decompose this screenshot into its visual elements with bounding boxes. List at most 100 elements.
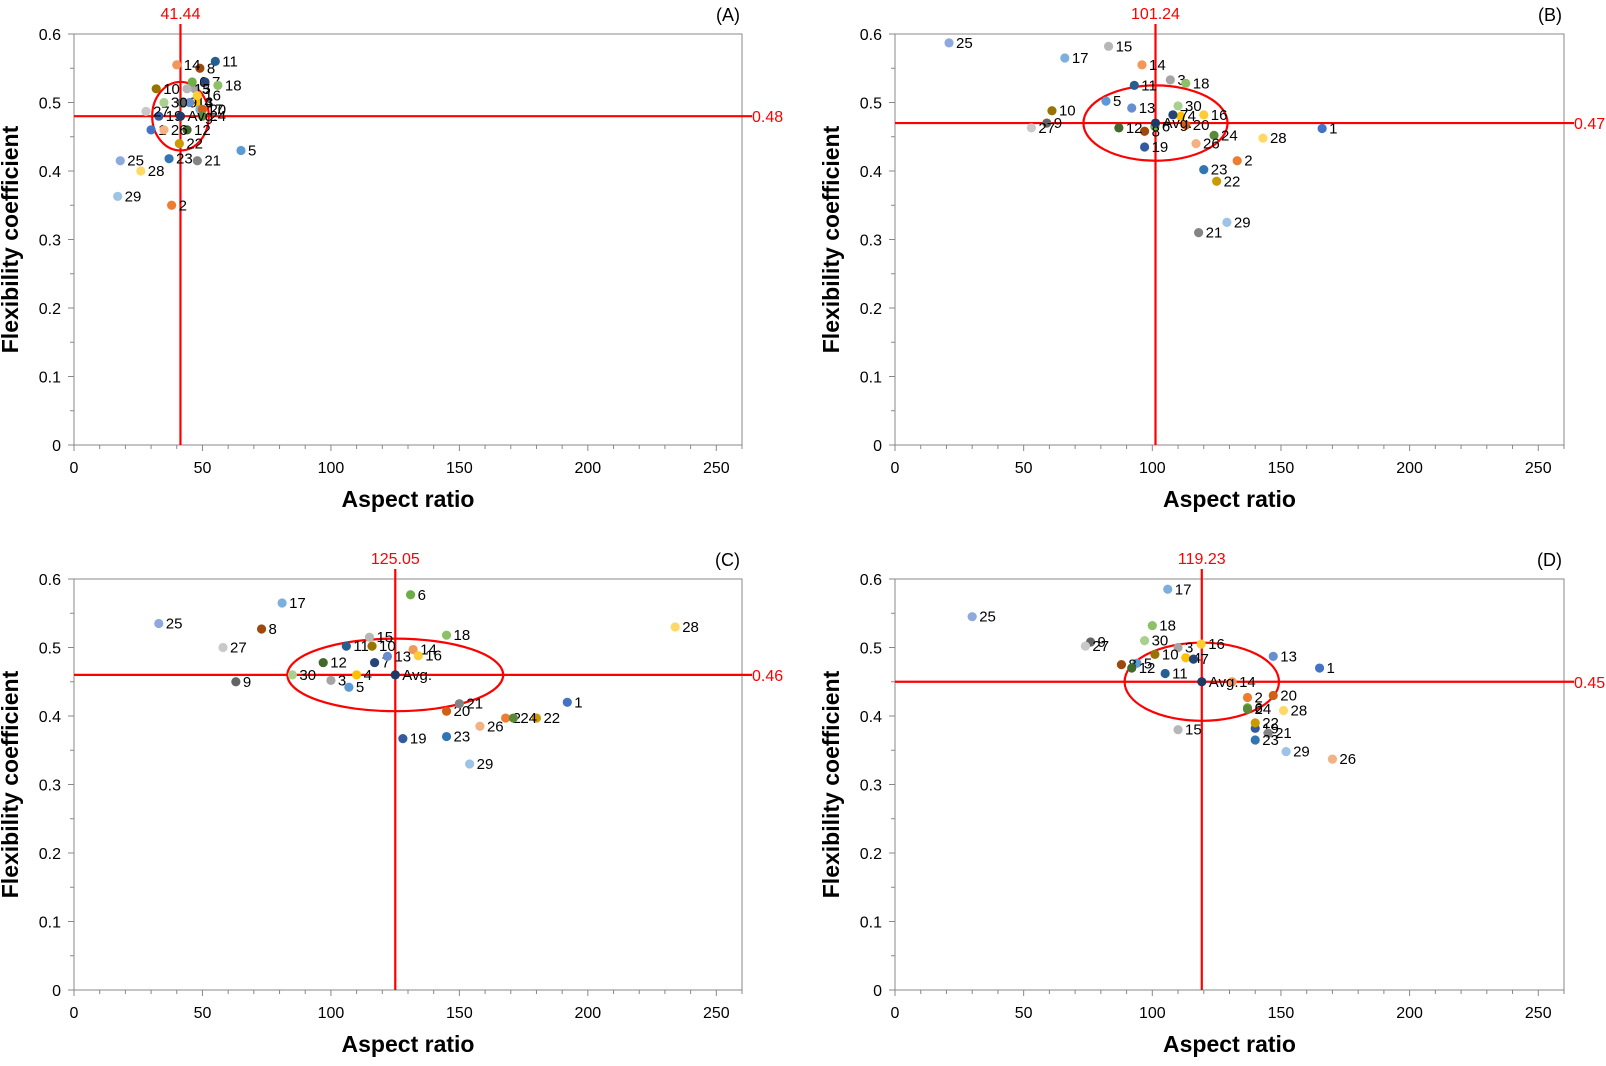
y-tick-label: 0.2 <box>860 301 882 318</box>
x-tick-label: 100 <box>318 460 345 477</box>
point-label-5: 5 <box>356 679 364 696</box>
point-label-27: 27 <box>230 640 247 657</box>
data-point-7 <box>200 77 210 87</box>
point-label-18: 18 <box>1193 75 1210 92</box>
point-label-3: 3 <box>1177 72 1185 89</box>
data-point-28 <box>670 622 680 632</box>
data-point-24 <box>508 713 518 723</box>
point-label-6: 6 <box>1255 700 1263 717</box>
point-label-23: 23 <box>1211 162 1228 179</box>
data-point-21 <box>1194 228 1204 238</box>
x-tick-label: 0 <box>70 460 79 477</box>
data-point-20 <box>1268 690 1278 701</box>
point-label-28: 28 <box>682 619 699 636</box>
data-point-30 <box>1173 101 1183 111</box>
data-point-19 <box>154 111 164 121</box>
point-label-14: 14 <box>420 642 437 659</box>
point-label-29: 29 <box>1293 744 1310 761</box>
point-label-17: 17 <box>289 595 306 612</box>
point-label-26: 26 <box>1339 751 1356 768</box>
y-axis-title: Flexibility coefficient <box>0 670 23 898</box>
data-point-13 <box>1268 651 1278 662</box>
y-axis-title: Flexibility coefficient <box>0 125 23 353</box>
data-point-21 <box>454 699 464 709</box>
data-point-1 <box>562 697 572 707</box>
x-tick-label: 50 <box>194 460 212 477</box>
data-point-13 <box>185 97 195 108</box>
x-tick-label: 200 <box>1396 460 1423 477</box>
y-tick-label: 0 <box>52 983 61 1000</box>
x-tick-label: 50 <box>194 1005 212 1022</box>
point-label-2: 2 <box>1244 153 1252 170</box>
x-tick-label: 200 <box>574 1005 601 1022</box>
x-tick-label: 250 <box>703 1005 730 1022</box>
y-tick-label: 0.4 <box>860 164 882 181</box>
point-label-26: 26 <box>487 718 504 735</box>
data-point-29 <box>113 191 123 201</box>
point-label-28: 28 <box>1270 130 1287 147</box>
x-tick-label: 100 <box>1139 460 1166 477</box>
point-label-6: 6 <box>1162 118 1170 135</box>
average-x-label: 101.24 <box>1131 6 1180 23</box>
point-label-30: 30 <box>1185 98 1202 115</box>
average-point-label: Avg. <box>1162 115 1192 132</box>
average-point <box>390 670 400 680</box>
point-label-11: 11 <box>1172 666 1188 683</box>
data-point-30 <box>1139 636 1150 646</box>
x-tick-label: 150 <box>1268 460 1295 477</box>
data-point-13 <box>1127 103 1137 113</box>
y-tick-label: 0.4 <box>39 709 61 726</box>
average-point <box>1150 118 1161 128</box>
data-point-16 <box>1199 110 1209 120</box>
data-point-26 <box>475 721 485 731</box>
average-x-label: 41.44 <box>160 6 200 23</box>
data-point-6 <box>405 590 416 600</box>
data-point-16 <box>1196 639 1206 649</box>
y-tick-label: 0.3 <box>860 778 882 795</box>
data-point-1 <box>1314 663 1325 673</box>
y-axis-title: Flexibility coefficient <box>818 670 844 898</box>
y-tick-label: 0.3 <box>39 778 61 795</box>
point-label-6: 6 <box>418 587 426 604</box>
data-point-21 <box>192 156 202 166</box>
data-point-30 <box>287 670 297 680</box>
point-label-7: 7 <box>1200 651 1208 668</box>
point-label-7: 7 <box>1180 107 1188 124</box>
y-tick-label: 0.1 <box>860 915 882 932</box>
average-ellipse <box>151 80 210 152</box>
x-tick-label: 150 <box>446 1005 473 1022</box>
point-label-8: 8 <box>269 621 277 638</box>
point-label-2: 2 <box>179 197 187 214</box>
point-label-25: 25 <box>979 609 996 626</box>
y-tick-label: 0.2 <box>860 846 882 863</box>
y-tick-label: 0 <box>873 983 882 1000</box>
x-tick-label: 0 <box>891 1005 900 1022</box>
data-point-28 <box>1258 133 1268 143</box>
data-point-10 <box>367 641 377 651</box>
plot-frame <box>894 578 1565 991</box>
point-label-17: 17 <box>1072 50 1089 67</box>
point-label-11: 11 <box>353 638 369 655</box>
y-tick-label: 0.1 <box>860 370 882 387</box>
x-tick-label: 150 <box>1268 1005 1295 1022</box>
point-label-9: 9 <box>1054 115 1062 132</box>
data-point-21 <box>1263 728 1273 738</box>
average-point-label: Avg. <box>187 108 217 125</box>
point-label-25: 25 <box>127 153 144 170</box>
y-tick-label: 0.5 <box>39 96 61 113</box>
y-tick-label: 0.2 <box>39 846 61 863</box>
point-label-11: 11 <box>222 53 238 70</box>
y-tick-label: 0.3 <box>39 233 61 250</box>
data-point-16 <box>413 651 423 661</box>
point-label-15: 15 <box>1185 722 1202 739</box>
point-label-21: 21 <box>466 696 483 713</box>
point-label-18: 18 <box>454 627 471 644</box>
point-label-24: 24 <box>209 108 226 125</box>
point-label-14: 14 <box>1149 57 1166 74</box>
point-label-20: 20 <box>209 101 226 118</box>
point-label-16: 16 <box>1208 636 1225 653</box>
point-label-4: 4 <box>1188 108 1196 125</box>
y-tick-label: 0 <box>52 438 61 455</box>
point-label-5: 5 <box>1144 655 1152 672</box>
average-point-label: Avg. <box>1209 674 1239 691</box>
